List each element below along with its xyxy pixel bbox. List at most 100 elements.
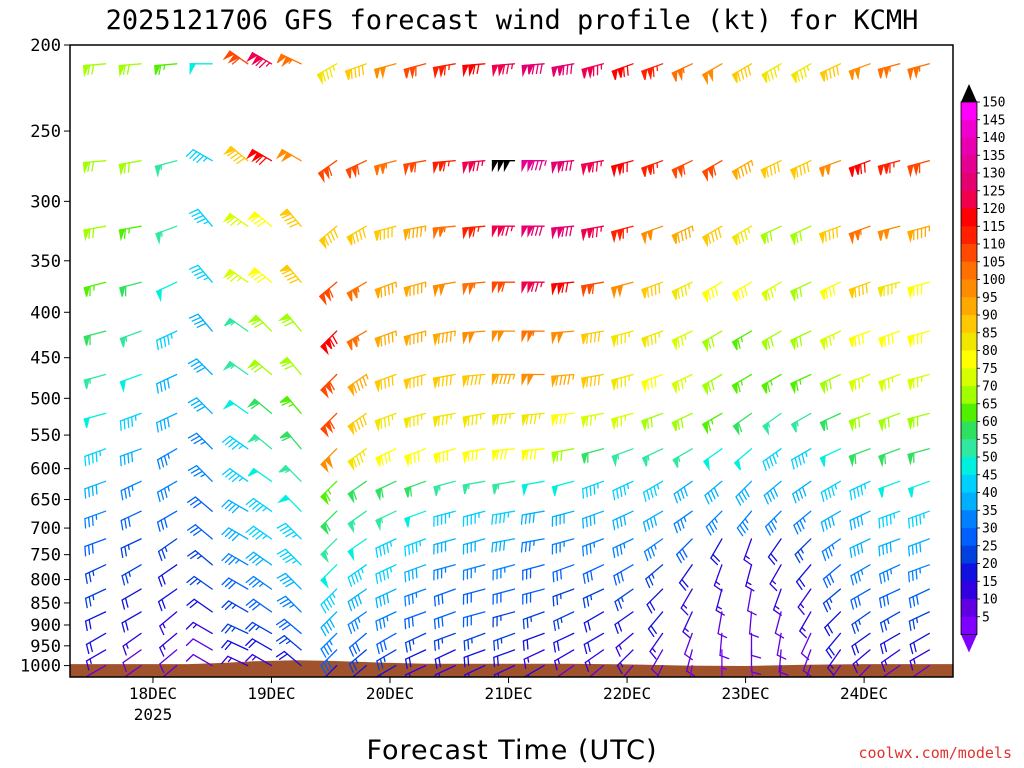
barb-flag	[539, 63, 543, 74]
wind-barb	[320, 632, 338, 658]
wind-barb	[187, 358, 213, 376]
barb-flag	[646, 489, 651, 500]
barb-flag	[326, 233, 333, 244]
barb-pennant	[82, 64, 90, 78]
barb-flag	[677, 232, 680, 243]
barb-flag	[253, 217, 263, 225]
barb-half-flag	[915, 617, 919, 624]
barb-flag	[743, 487, 750, 498]
barb-flag	[650, 668, 659, 677]
barb-pennant	[432, 376, 440, 390]
barb-flag	[832, 284, 836, 296]
barb-flag	[853, 573, 858, 584]
barb-flag	[221, 623, 229, 632]
barb-half-flag	[740, 336, 743, 343]
wind-barb	[761, 373, 782, 394]
barb-flag	[434, 658, 438, 670]
barb-flag	[682, 631, 691, 639]
barb-pennant	[646, 163, 654, 175]
wind-barb	[521, 330, 545, 343]
barb-pennant	[468, 331, 475, 345]
barb-flag	[189, 151, 198, 159]
barb-pennant	[610, 164, 618, 178]
barb-flag	[352, 457, 357, 468]
barb-flag	[227, 149, 237, 157]
barb-pennant	[760, 232, 767, 244]
barb-flag	[127, 417, 130, 429]
barb-flag	[408, 617, 411, 629]
wind-barb	[764, 510, 782, 536]
colorbar-label: 90	[982, 309, 998, 324]
barb-shaft	[747, 588, 753, 612]
barb-pennant	[346, 338, 353, 351]
wind-barb	[907, 281, 930, 300]
barb-flag	[650, 334, 653, 346]
barb-flag	[354, 67, 357, 78]
barb-flag	[386, 592, 390, 604]
plot-frame	[69, 44, 954, 678]
colorbar-swatch	[961, 208, 977, 227]
barb-flag	[626, 65, 629, 76]
barb-pennant	[521, 449, 529, 463]
barb-flag	[561, 160, 565, 172]
barb-half-flag	[362, 450, 366, 457]
barb-half-flag	[356, 286, 360, 293]
barb-flag	[158, 64, 162, 76]
wind-barb	[701, 373, 723, 396]
barb-half-flag	[775, 451, 779, 458]
barb-flag	[561, 282, 565, 293]
barb-flag	[766, 381, 771, 393]
barb-half-flag	[527, 656, 530, 663]
barb-pennant	[877, 67, 885, 79]
wind-barb	[551, 160, 575, 175]
barb-flag	[348, 663, 354, 674]
wind-barb	[85, 632, 107, 655]
wind-barb	[279, 356, 302, 376]
barb-shaft	[404, 649, 427, 660]
barb-flag	[861, 284, 864, 295]
barb-flag	[737, 421, 743, 433]
barb-pennant	[641, 230, 648, 245]
barb-half-flag	[750, 160, 754, 166]
barb-flag	[376, 643, 380, 655]
barb-flag	[767, 556, 776, 565]
barb-flag	[188, 264, 199, 270]
barb-flag	[825, 337, 829, 348]
barb-flag	[276, 548, 287, 555]
barb-half-flag	[203, 276, 210, 281]
barb-pennant	[344, 68, 352, 81]
barb-flag	[801, 453, 806, 464]
barb-flag	[496, 414, 500, 425]
barb-flag	[779, 688, 788, 691]
wind-barb	[552, 588, 575, 607]
wind-barb	[731, 281, 753, 302]
barb-flag	[863, 162, 866, 173]
colorbar-swatch	[961, 155, 977, 174]
barb-half-flag	[292, 534, 298, 538]
y-tick-label: 450	[30, 349, 61, 369]
colorbar-swatch	[961, 279, 977, 298]
wind-barb	[320, 611, 338, 637]
barb-flag	[909, 643, 914, 655]
colorbar-swatch	[961, 297, 977, 316]
barb-flag	[825, 649, 833, 659]
y-tick-label: 400	[30, 303, 61, 323]
wind-barb	[616, 649, 634, 675]
barb-pennant	[610, 229, 618, 244]
barb-flag	[623, 514, 627, 526]
barb-shaft	[227, 623, 249, 635]
wind-barb	[188, 208, 213, 227]
barb-flag	[121, 622, 126, 633]
wind-barb	[348, 649, 367, 674]
wind-barb	[580, 412, 605, 429]
colorbar-swatch	[961, 616, 977, 635]
wind-barb	[521, 281, 545, 294]
barb-flag	[678, 551, 685, 561]
colorbar-label: 50	[982, 451, 998, 466]
barb-half-flag	[89, 658, 92, 665]
barb-pennant	[324, 380, 334, 395]
wind-barb	[645, 564, 664, 589]
barb-flag	[378, 596, 382, 607]
barb-flag	[225, 470, 234, 478]
barb-flag	[124, 518, 127, 529]
